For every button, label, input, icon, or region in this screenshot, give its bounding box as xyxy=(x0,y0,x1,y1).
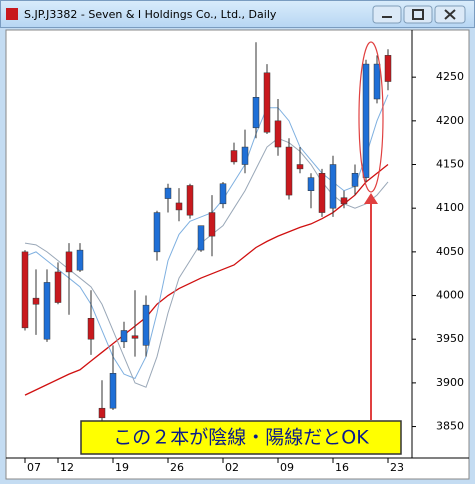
indicator-line xyxy=(24,164,389,396)
candle-body xyxy=(65,251,73,273)
x-tick-label: 12 xyxy=(60,461,74,474)
candle-body xyxy=(208,212,216,237)
candle-body xyxy=(373,63,381,100)
candle-body xyxy=(109,373,117,409)
candle-body xyxy=(32,297,40,305)
candle-body xyxy=(274,120,282,148)
candle-body xyxy=(340,197,348,205)
candle-body xyxy=(120,330,128,343)
x-tick-label: 02 xyxy=(225,461,239,474)
maximize-button[interactable] xyxy=(403,5,433,24)
candle-body xyxy=(384,55,392,82)
candle-body xyxy=(296,164,304,170)
candle-body xyxy=(219,183,227,205)
x-tick-label: 09 xyxy=(280,461,294,474)
candle-body xyxy=(307,177,315,191)
candle-body xyxy=(142,304,150,346)
window-title: S.JP.J3382 - Seven & I Holdings Co., Ltd… xyxy=(24,8,277,21)
y-tick-label: 3900 xyxy=(436,376,464,389)
y-tick-label: 3850 xyxy=(436,420,464,433)
annotation-box xyxy=(80,420,402,455)
indicator-line xyxy=(24,137,389,388)
candle-body xyxy=(164,187,172,199)
candle-body xyxy=(263,72,271,133)
chart-area xyxy=(5,29,470,480)
candle-body xyxy=(131,335,139,339)
y-tick-label: 4200 xyxy=(436,114,464,127)
y-tick-label: 4000 xyxy=(436,289,464,302)
candle-body xyxy=(230,150,238,163)
candle-body xyxy=(285,146,293,196)
candle-body xyxy=(197,225,205,251)
y-tick-label: 4100 xyxy=(436,201,464,214)
candle-body xyxy=(76,249,84,271)
window-buttons[interactable] xyxy=(372,5,466,24)
y-tick-label: 3950 xyxy=(436,332,464,345)
x-tick-label: 19 xyxy=(115,461,129,474)
y-tick-label: 4050 xyxy=(436,245,464,258)
candle-body xyxy=(351,172,359,187)
y-tick-label: 4150 xyxy=(436,158,464,171)
y-tick-label: 4250 xyxy=(436,70,464,83)
x-tick-label: 16 xyxy=(335,461,349,474)
candle-body xyxy=(175,202,183,211)
candle-body xyxy=(98,407,106,419)
candle-body xyxy=(362,63,370,178)
candle-body xyxy=(153,212,161,253)
candle-body xyxy=(329,164,337,209)
minimize-button[interactable] xyxy=(372,5,402,24)
highlight-ellipse xyxy=(358,41,384,193)
candle-body xyxy=(21,251,29,329)
candle-body xyxy=(43,282,51,340)
candle-body xyxy=(241,146,249,165)
app-icon xyxy=(6,8,18,20)
arrow-head xyxy=(364,193,378,204)
x-tick-label: 26 xyxy=(170,461,184,474)
candle-body xyxy=(186,185,194,216)
candle-body xyxy=(87,317,95,340)
candle-body xyxy=(54,271,62,303)
x-tick-label: 07 xyxy=(27,461,41,474)
indicator-line xyxy=(24,94,389,380)
x-tick-label: 23 xyxy=(390,461,404,474)
candle-body xyxy=(252,97,260,129)
candle-body xyxy=(318,172,326,213)
annotation-text: この２本が陰線・陽線だとOK xyxy=(113,427,369,449)
